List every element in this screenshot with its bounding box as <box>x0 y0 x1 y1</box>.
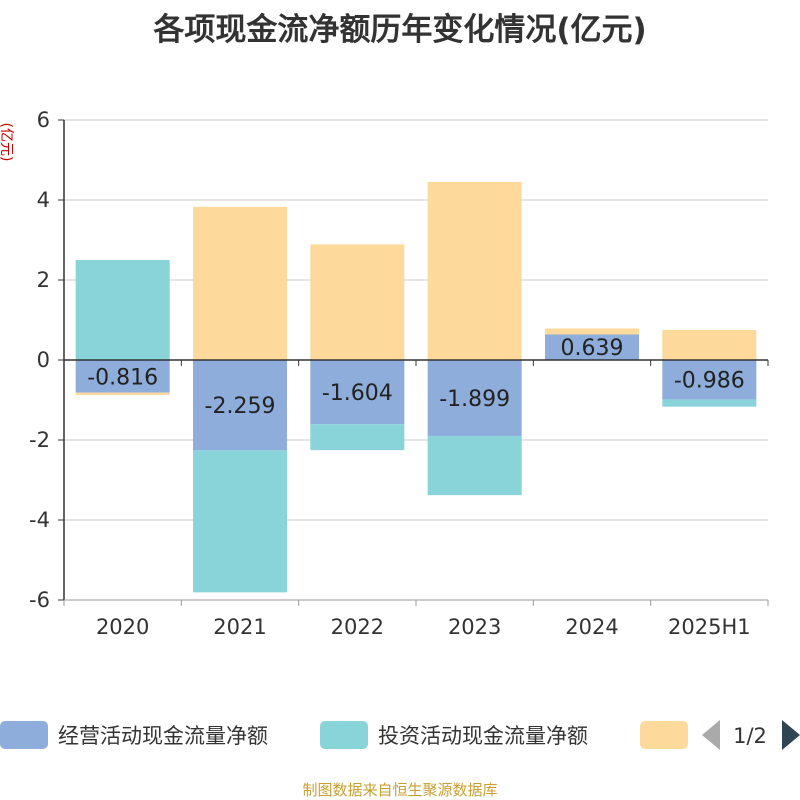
chart-title: 各项现金流净额历年变化情况(亿元) <box>153 12 647 48</box>
legend-label: 投资活动现金流量净额 <box>378 724 588 748</box>
data-label: -1.604 <box>322 381 393 406</box>
y-tick-label: -4 <box>29 508 50 532</box>
bar-2-2020 <box>75 260 170 360</box>
bar-3-2021 <box>193 206 287 360</box>
bar-2-2023 <box>427 435 522 496</box>
bar-1-2022 <box>310 360 405 425</box>
bar-3-2024 <box>545 328 639 335</box>
source-note: 制图数据来自恒生聚源数据库 <box>302 781 498 799</box>
y-tick-label: 2 <box>37 268 50 292</box>
legend-swatch <box>0 721 48 749</box>
bar-2-2022 <box>310 424 405 451</box>
y-tick-label: 0 <box>37 348 50 372</box>
axes: -6 -4 -2 0 2 4 6 2020 2021 2022 2023 2024 2025H1 <box>29 108 769 639</box>
bar-1-2020 <box>75 360 170 393</box>
data-label: 0.639 <box>561 336 624 361</box>
legend: 经营活动现金流量净额 投资活动现金流量净额 1/2 <box>0 720 800 750</box>
bar-2-2025H1 <box>662 399 757 407</box>
bar-2-2021 <box>193 450 287 593</box>
legend-swatch <box>640 721 688 749</box>
bars <box>75 182 757 593</box>
y-tick-label: 4 <box>37 188 50 212</box>
x-tick-label: 2022 <box>331 615 384 639</box>
bar-3-2025H1 <box>662 330 757 360</box>
x-tick-label: 2020 <box>96 615 149 639</box>
legend-swatch <box>320 721 368 749</box>
y-axis-unit-label: (亿元) <box>0 123 14 162</box>
bar-1-2024 <box>545 334 639 360</box>
y-tick-label: 6 <box>37 108 50 132</box>
bar-3-2023 <box>427 182 522 360</box>
y-tick-label: -6 <box>29 588 50 612</box>
x-tick-label: 2023 <box>448 615 501 639</box>
data-labels: -0.816 -2.259 -1.604 -1.899 0.639 -0.986 <box>87 336 745 419</box>
data-label: -0.816 <box>87 365 158 390</box>
x-tick-label: 2024 <box>565 615 618 639</box>
data-label: -0.986 <box>674 369 745 394</box>
data-label: -2.259 <box>205 394 276 419</box>
bar-3-2022 <box>310 244 405 360</box>
legend-next-page-icon[interactable] <box>782 720 800 750</box>
bar-1-2025H1 <box>662 360 757 400</box>
bar-1-2023 <box>427 360 522 436</box>
bar-3-2020 <box>75 392 170 396</box>
legend-label: 经营活动现金流量净额 <box>58 724 268 748</box>
x-tick-label: 2025H1 <box>668 615 751 639</box>
legend-prev-page-icon[interactable] <box>702 720 720 750</box>
legend-page-indicator: 1/2 <box>733 724 767 748</box>
data-label: -1.899 <box>439 387 510 412</box>
x-tick-label: 2021 <box>213 615 266 639</box>
bar-1-2021 <box>193 360 287 451</box>
y-tick-label: -2 <box>29 428 50 452</box>
